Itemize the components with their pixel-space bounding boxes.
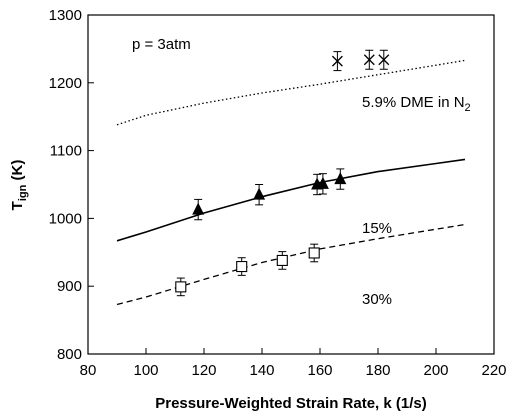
- fit-line-15: [116, 158, 466, 242]
- y-tick-label-800: 800: [57, 346, 82, 363]
- x-tick-label-120: 120: [191, 362, 216, 379]
- data-point-15-4: [334, 172, 347, 185]
- y-tick-label-1300: 1300: [49, 7, 82, 24]
- series-label-30: 30%: [362, 291, 392, 308]
- x-tick-label-220: 220: [481, 362, 506, 379]
- marker-stroke: [363, 54, 375, 66]
- x-tick-label-80: 80: [80, 362, 97, 379]
- fit-line-30: [116, 223, 466, 306]
- data-point-15-0: [192, 202, 205, 215]
- x-tick-label-140: 140: [249, 362, 274, 379]
- marker-stroke: [331, 55, 343, 67]
- data-markers: [175, 54, 390, 293]
- y-axis-title-main: T: [9, 201, 26, 210]
- y-axis-title-subscript: ign: [17, 184, 29, 201]
- data-point-30-3: [308, 247, 320, 259]
- fit-curves: [116, 59, 466, 306]
- data-point-30-2: [276, 254, 288, 266]
- data-point-30-1: [236, 260, 248, 273]
- x-tick-label-160: 160: [307, 362, 332, 379]
- series-label-5.9-dme: 5.9% DME in N2: [362, 94, 471, 114]
- pressure-annotation: p = 3atm: [132, 36, 191, 53]
- y-axis-title-unit: (K): [9, 160, 26, 185]
- data-point-5.9-1: [363, 54, 375, 66]
- marker-stroke: [378, 54, 390, 66]
- data-point-15-1: [253, 187, 266, 200]
- fit-line-5.9: [116, 59, 466, 126]
- y-tick-label-1000: 1000: [49, 210, 82, 227]
- data-point-30-0: [175, 281, 187, 293]
- series-label-5.9-main: 5.9% DME in N: [362, 94, 465, 111]
- plot-area: [87, 14, 495, 355]
- series-label-15: 15%: [362, 220, 392, 237]
- x-tick-label-180: 180: [365, 362, 390, 379]
- x-axis-ticks: 80 100 120 140 160 180 200 220: [80, 348, 507, 379]
- x-axis-title: Pressure-Weighted Strain Rate, k (1/s): [155, 395, 426, 412]
- series-label-5.9-subscript: 2: [465, 102, 471, 114]
- y-tick-label-1200: 1200: [49, 75, 82, 92]
- y-tick-label-1100: 1100: [50, 143, 82, 160]
- y-axis-title: Tign (K): [9, 160, 29, 211]
- data-point-5.9-0: [331, 55, 343, 67]
- x-tick-label-100: 100: [133, 362, 158, 379]
- y-tick-label-900: 900: [57, 278, 82, 295]
- x-tick-label-200: 200: [423, 362, 448, 379]
- y-axis-ticks: 800 900 1000 1100 1200 1300: [49, 7, 94, 363]
- data-point-15-3: [316, 176, 329, 189]
- data-point-5.9-2: [378, 54, 390, 66]
